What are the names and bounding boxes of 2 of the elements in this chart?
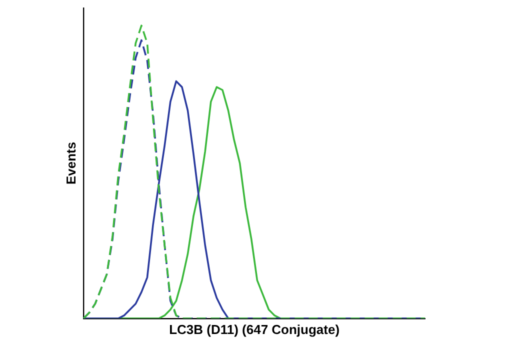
y-axis-title: Events: [63, 142, 78, 185]
x-axis-title: LC3B (D11) (647 Conjugate): [169, 322, 340, 337]
